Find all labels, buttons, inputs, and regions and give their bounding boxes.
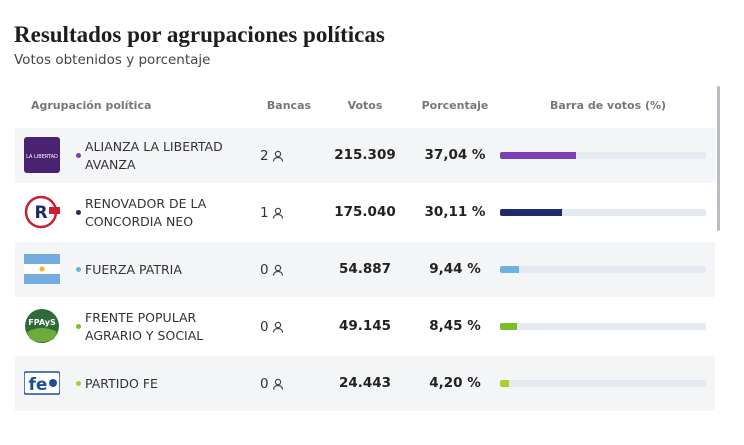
- seats: 0: [260, 299, 284, 354]
- vote-bar: [500, 209, 563, 216]
- seats: 2: [260, 128, 284, 183]
- seat-icon: [272, 150, 284, 162]
- logo-icon: R: [24, 195, 60, 229]
- votes: 24.443: [338, 375, 392, 391]
- column-header: Agrupación política: [31, 99, 152, 112]
- column-header: Barra de votos (%): [549, 99, 667, 112]
- svg-text:R: R: [34, 203, 47, 223]
- vote-bar: [500, 380, 509, 387]
- votes: 215.309: [334, 147, 396, 163]
- percentage: 4,20 %: [429, 375, 481, 391]
- bar-track: [500, 209, 706, 216]
- votes: 54.887: [338, 261, 392, 277]
- logo-icon: [24, 254, 60, 284]
- seat-icon: [272, 378, 284, 390]
- logo-icon: FPAyS: [25, 309, 59, 343]
- logo-icon: LA LIBERTAD: [24, 137, 60, 173]
- party-logo: R: [24, 194, 60, 230]
- table-row: LA LIBERTAD ALIANZA LA LIBERTAD AVANZA 2 21…: [15, 128, 715, 183]
- party-logo: FPAyS: [24, 308, 60, 344]
- seat-icon: [272, 321, 284, 333]
- percentage: 9,44 %: [429, 261, 481, 277]
- party-name: FRENTE POPULAR AGRARIO Y SOCIAL: [85, 309, 204, 343]
- percentage: 37,04 %: [424, 147, 486, 163]
- title: Resultados por agrupaciones políticas: [14, 22, 385, 47]
- bar-track: [500, 323, 706, 330]
- percentage: 30,11 %: [424, 204, 486, 220]
- party-dot: [76, 381, 81, 386]
- vote-bar: [500, 152, 577, 159]
- seats-count: 0: [260, 375, 269, 392]
- subtitle: Votos obtenidos y porcentaje: [14, 52, 211, 68]
- svg-text:fe: fe: [29, 375, 48, 395]
- votes: 175.040: [334, 204, 396, 220]
- table-row: FPAyS FRENTE POPULAR AGRARIO Y SOCIAL 0 49.…: [15, 299, 715, 354]
- column-header: Votos: [347, 99, 383, 112]
- logo-icon: fe: [23, 371, 61, 395]
- column-header: Bancas: [266, 99, 312, 112]
- seats: 0: [260, 356, 284, 411]
- seats: 0: [260, 242, 284, 297]
- seat-icon: [272, 207, 284, 219]
- svg-text:FPAyS: FPAyS: [28, 318, 56, 327]
- party-logo: LA LIBERTAD: [24, 137, 60, 173]
- seats-count: 0: [260, 318, 269, 335]
- table-row: FUERZA PATRIA 0 54.887 9,44 %: [15, 242, 715, 297]
- vote-bar: [500, 266, 520, 273]
- table-row: R RENOVADOR DE LA CONCORDIA NEO 1 175.040 30…: [15, 185, 715, 240]
- bar-track: [500, 152, 706, 159]
- percentage: 8,45 %: [429, 318, 481, 334]
- party-dot: [76, 210, 81, 215]
- seats: 1: [260, 185, 284, 240]
- vote-bar: [500, 323, 518, 330]
- seats-count: 2: [260, 147, 269, 164]
- party-name: ALIANZA LA LIBERTAD AVANZA: [85, 138, 223, 172]
- bar-track: [500, 380, 706, 387]
- seat-icon: [272, 264, 284, 276]
- party-dot: [76, 267, 81, 272]
- party-logo: fe: [23, 365, 61, 401]
- party-logo: [24, 251, 60, 287]
- seats-count: 1: [260, 204, 269, 221]
- votes: 49.145: [338, 318, 392, 334]
- seats-count: 0: [260, 261, 269, 278]
- scrollbar[interactable]: [717, 86, 720, 231]
- party-name: RENOVADOR DE LA CONCORDIA NEO: [85, 195, 207, 229]
- party-name: PARTIDO FE: [85, 375, 158, 391]
- party-name: FUERZA PATRIA: [85, 261, 182, 277]
- svg-text:LA LIBERTAD: LA LIBERTAD: [26, 154, 58, 160]
- party-dot: [76, 153, 81, 158]
- bar-track: [500, 266, 706, 273]
- table-row: fe PARTIDO FE 0 24.443 4,20 %: [15, 356, 715, 411]
- column-header: Porcentaje: [421, 99, 489, 112]
- party-dot: [76, 324, 81, 329]
